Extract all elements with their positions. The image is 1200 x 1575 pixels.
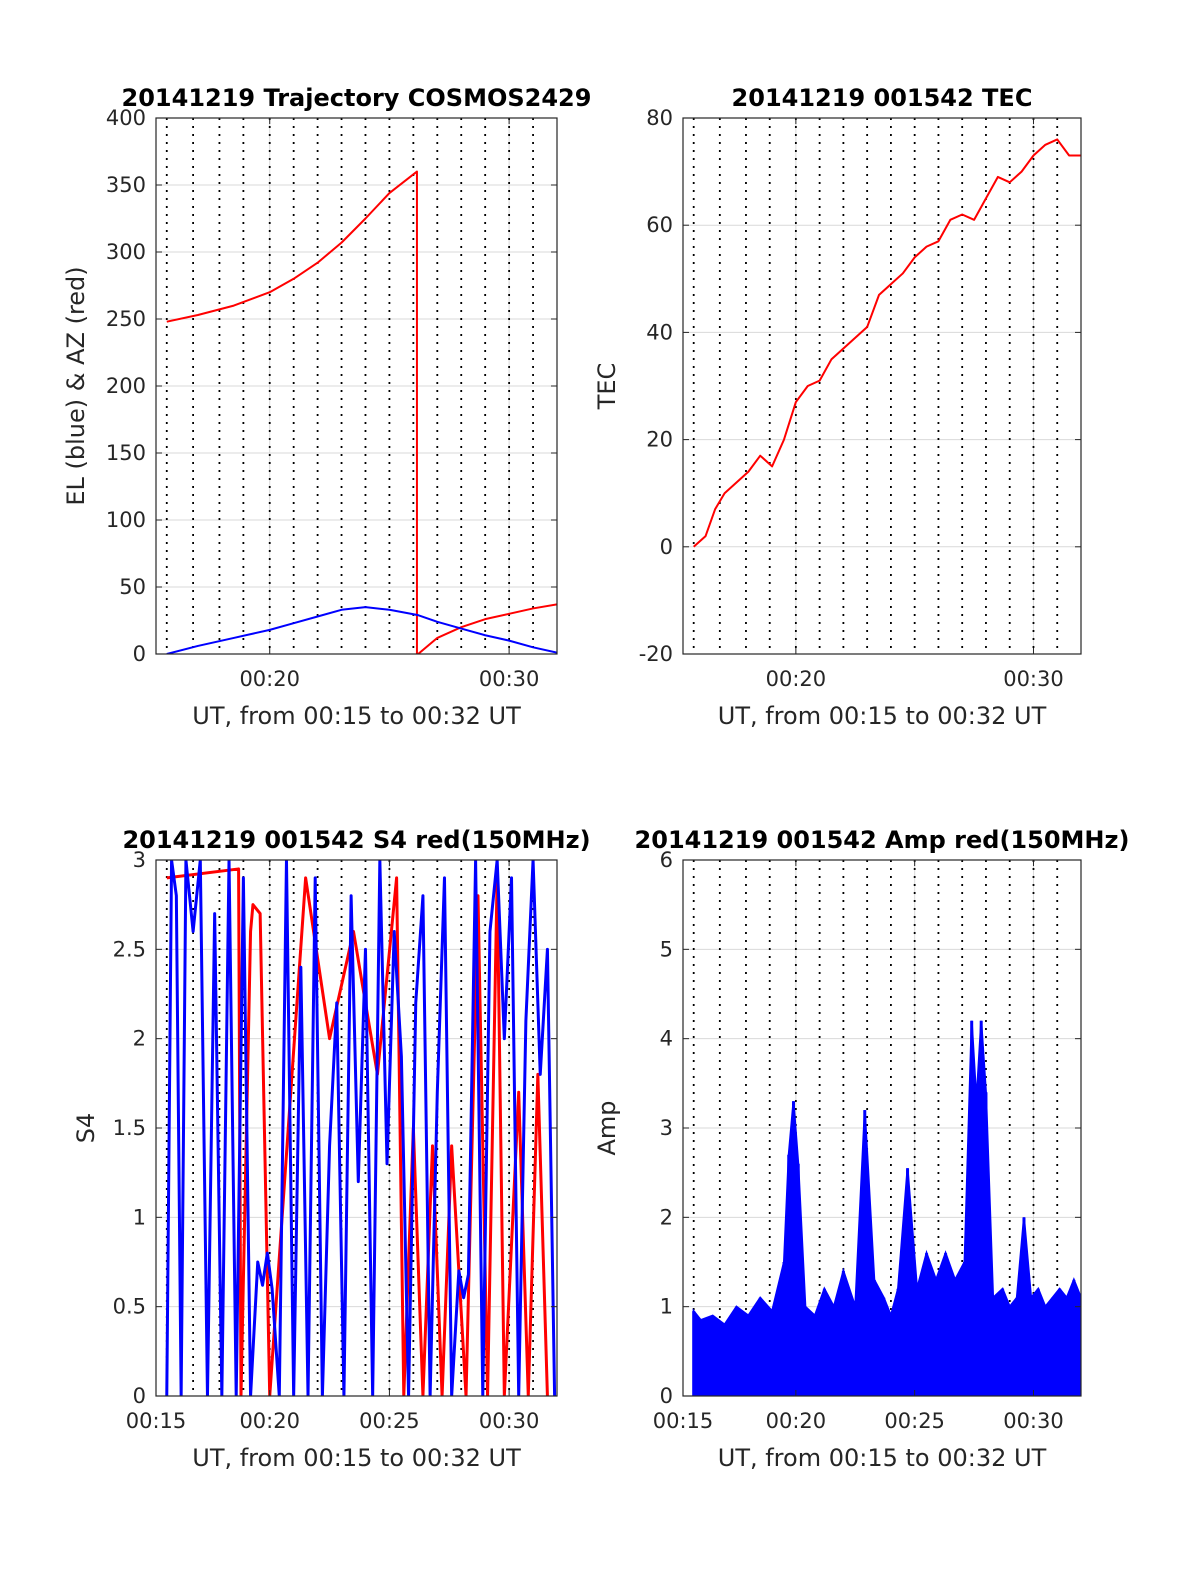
x-tick-label: 00:15: [126, 1409, 187, 1433]
y-tick-label: 3: [660, 1116, 673, 1140]
x-tick-label: 00:20: [766, 667, 827, 691]
x-axis-label: UT, from 00:15 to 00:32 UT: [718, 1444, 1047, 1472]
y-tick-label: 0: [660, 1384, 673, 1408]
y-tick-label: 50: [119, 575, 146, 599]
y-tick-label: 60: [646, 213, 673, 237]
chart-4: 0 1 2 3 4 5 6 00:15 00:20 00:25 00:30 20141219 0015…: [593, 826, 1129, 1472]
y-tick-label: 0.5: [113, 1295, 146, 1319]
x-tick-label: 00:30: [479, 667, 540, 691]
y-tick-label: -20: [639, 642, 673, 666]
y-tick-label: 2.5: [113, 937, 146, 961]
series-line-blue: [166, 606, 557, 654]
chart-1: 0 50 100 150 200 250 300 350 400 00:20 00:30 201412…: [62, 84, 591, 730]
y-tick-label: 0: [133, 1384, 146, 1408]
chart-title: 20141219 001542 Amp red(150MHz): [635, 826, 1130, 854]
y-tick-label: 1.5: [113, 1116, 146, 1140]
x-tick-label: 00:20: [239, 667, 300, 691]
y-tick-label: 0: [133, 642, 146, 666]
y-tick-label: 200: [106, 374, 146, 398]
x-tick-label: 00:20: [239, 1409, 300, 1433]
y-tick-label: 2: [133, 1027, 146, 1051]
series-group: [692, 1020, 1081, 1396]
y-tick-label: 1: [660, 1295, 673, 1319]
x-axis-label: UT, from 00:15 to 00:32 UT: [192, 1444, 521, 1472]
y-tick-label: 0: [660, 535, 673, 559]
chart-2: -20 0 20 40 60 80 00:20 00:30 20141219 001542 TE…: [593, 84, 1082, 730]
y-tick-label: 150: [106, 441, 146, 465]
y-axis-label: Amp: [593, 1100, 621, 1155]
x-tick-label: 00:30: [479, 1409, 540, 1433]
series-group: [693, 138, 1081, 548]
y-tick-label: 6: [660, 848, 673, 872]
axes-box: [682, 117, 1082, 655]
series-line-blue: [165, 860, 557, 1396]
y-tick-label: 2: [660, 1205, 673, 1229]
x-axis-label: UT, from 00:15 to 00:32 UT: [192, 702, 521, 730]
chart-3: 0 0.5 1 1.5 2 2.5 3 00:15 00:20 00:25 00:30 2014121…: [72, 826, 591, 1472]
x-tick-label: 00:25: [359, 1409, 420, 1433]
y-tick-label: 1: [133, 1205, 146, 1229]
y-tick-label: 250: [106, 307, 146, 331]
y-axis-label: S4: [72, 1113, 100, 1144]
y-tick-label: 350: [106, 173, 146, 197]
x-tick-label: 00:30: [1003, 1409, 1064, 1433]
y-tick-label: 80: [646, 106, 673, 130]
series-line-red: [166, 170, 557, 654]
x-axis-label: UT, from 00:15 to 00:32 UT: [718, 702, 1047, 730]
x-tick-label: 00:30: [1003, 667, 1064, 691]
chart-title: 20141219 001542 S4 red(150MHz): [122, 826, 590, 854]
y-tick-label: 4: [660, 1027, 673, 1051]
y-tick-label: 300: [106, 240, 146, 264]
y-tick-label: 20: [646, 428, 673, 452]
y-tick-label: 400: [106, 106, 146, 130]
y-tick-label: 100: [106, 508, 146, 532]
y-axis-label: TEC: [593, 363, 621, 411]
x-tick-label: 00:25: [884, 1409, 945, 1433]
y-axis-label: EL (blue) & AZ (red): [62, 266, 90, 505]
series-line-red: [693, 138, 1081, 548]
y-tick-label: 3: [133, 848, 146, 872]
x-tick-label: 00:15: [653, 1409, 714, 1433]
y-tick-label: 5: [660, 937, 673, 961]
series-group: [166, 170, 557, 654]
plot-area: [683, 118, 1081, 654]
chart-title: 20141219 001542 TEC: [732, 84, 1033, 112]
x-tick-label: 00:20: [766, 1409, 827, 1433]
chart-title: 20141219 Trajectory COSMOS2429: [122, 84, 592, 112]
y-tick-label: 40: [646, 320, 673, 344]
